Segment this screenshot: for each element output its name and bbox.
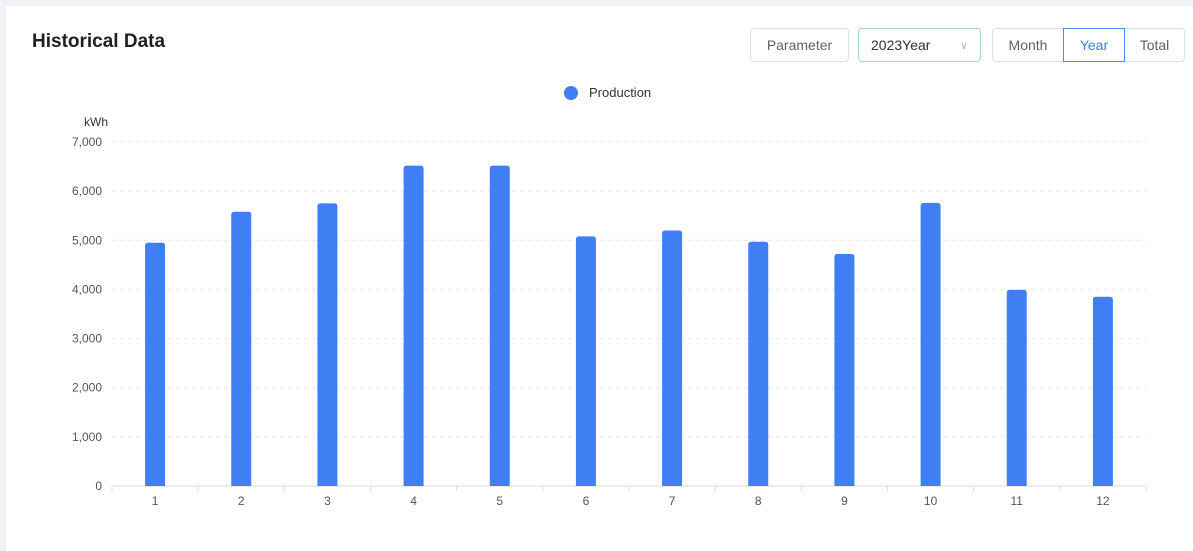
x-tick-label: 4	[410, 494, 417, 508]
y-tick-label: 3,000	[72, 332, 102, 346]
x-tick-label: 10	[924, 494, 938, 508]
bar-month-8[interactable]	[748, 241, 769, 486]
bar-month-1[interactable]	[145, 242, 166, 486]
bar-month-5[interactable]	[489, 165, 510, 487]
x-tick-label: 12	[1096, 494, 1110, 508]
x-tick-label: 8	[755, 494, 762, 508]
x-tick-label: 11	[1011, 494, 1024, 508]
x-tick-label: 5	[496, 494, 503, 508]
x-tick-label: 6	[583, 494, 590, 508]
tab-year[interactable]: Year	[1063, 28, 1125, 62]
y-tick-label: 1,000	[72, 430, 102, 444]
historical-data-card: Historical Data Parameter 2023Year ∨ Mon…	[6, 6, 1193, 551]
page-title: Historical Data	[32, 31, 166, 52]
bar-month-10[interactable]	[920, 202, 941, 487]
chevron-down-icon: ∨	[959, 39, 968, 52]
y-axis-unit-label: kWh	[84, 115, 108, 129]
chart-legend[interactable]: Production	[564, 85, 651, 100]
y-tick-label: 6,000	[72, 184, 102, 198]
y-tick-label: 5,000	[72, 233, 102, 247]
year-select[interactable]: 2023Year ∨	[858, 28, 981, 62]
bar-month-12[interactable]	[1092, 296, 1113, 486]
bar-month-9[interactable]	[834, 254, 855, 486]
y-tick-label: 7,000	[72, 135, 102, 149]
period-tabs: Month Year Total	[992, 28, 1185, 62]
x-tick-label: 2	[238, 494, 245, 508]
bar-month-11[interactable]	[1006, 289, 1027, 486]
x-tick-label: 9	[841, 494, 848, 508]
x-tick-label: 3	[324, 494, 331, 508]
parameter-button[interactable]: Parameter	[750, 28, 849, 62]
y-tick-label: 2,000	[72, 381, 102, 395]
bar-month-6[interactable]	[575, 236, 596, 486]
bar-chart: kWh 0 1,000 2,000 3,000 4,000 5,000 6,000 7,000 1…	[72, 115, 1147, 508]
bar-month-4[interactable]	[403, 165, 424, 487]
legend-label: Production	[589, 85, 652, 100]
y-tick-label: 0	[95, 479, 102, 493]
bar-month-7[interactable]	[662, 230, 683, 486]
bar-month-3[interactable]	[317, 203, 338, 486]
year-select-value: 2023Year	[871, 37, 931, 53]
y-tick-label: 4,000	[72, 282, 102, 296]
legend-swatch	[564, 85, 578, 100]
bar-month-2[interactable]	[231, 211, 252, 487]
x-tick-label: 1	[152, 494, 159, 508]
x-tick-label: 7	[669, 494, 676, 508]
